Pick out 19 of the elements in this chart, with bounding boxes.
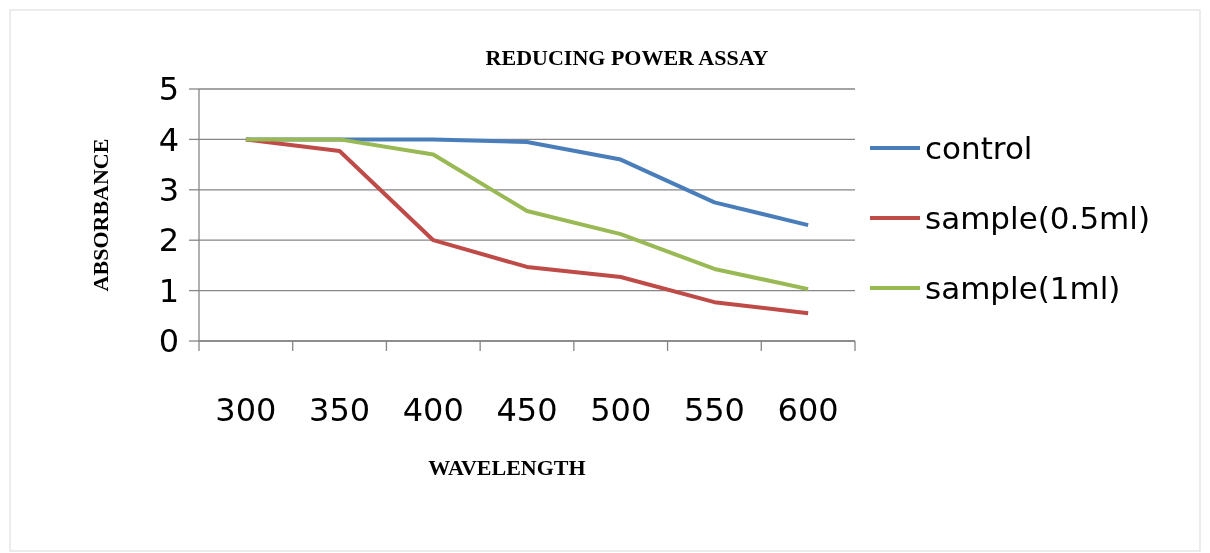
x-tick-label: 350 — [309, 391, 371, 429]
y-tick-label: 4 — [158, 120, 179, 159]
y-tick-label: 5 — [158, 70, 179, 109]
x-tick-label: 300 — [215, 391, 277, 429]
y-tick-label: 3 — [158, 171, 179, 209]
y-tick-label: 0 — [158, 322, 179, 361]
x-tick-label: 400 — [402, 391, 464, 429]
y-tick-label: 2 — [158, 221, 179, 260]
y-tick-label: 1 — [158, 271, 179, 310]
chart-title: REDUCING POWER ASSAY — [485, 45, 769, 70]
x-tick-label: 500 — [590, 391, 652, 429]
legend-label: sample(1ml) — [925, 269, 1121, 306]
x-tick-label: 600 — [777, 391, 839, 429]
x-axis-title: WAVELENGTH — [428, 455, 586, 480]
x-tick-label: 450 — [496, 391, 558, 429]
legend-label: sample(0.5ml) — [925, 199, 1151, 236]
legend-label: control — [925, 129, 1033, 166]
x-tick-label: 550 — [683, 391, 745, 429]
y-axis-title: ABSORBANCE — [88, 138, 113, 292]
